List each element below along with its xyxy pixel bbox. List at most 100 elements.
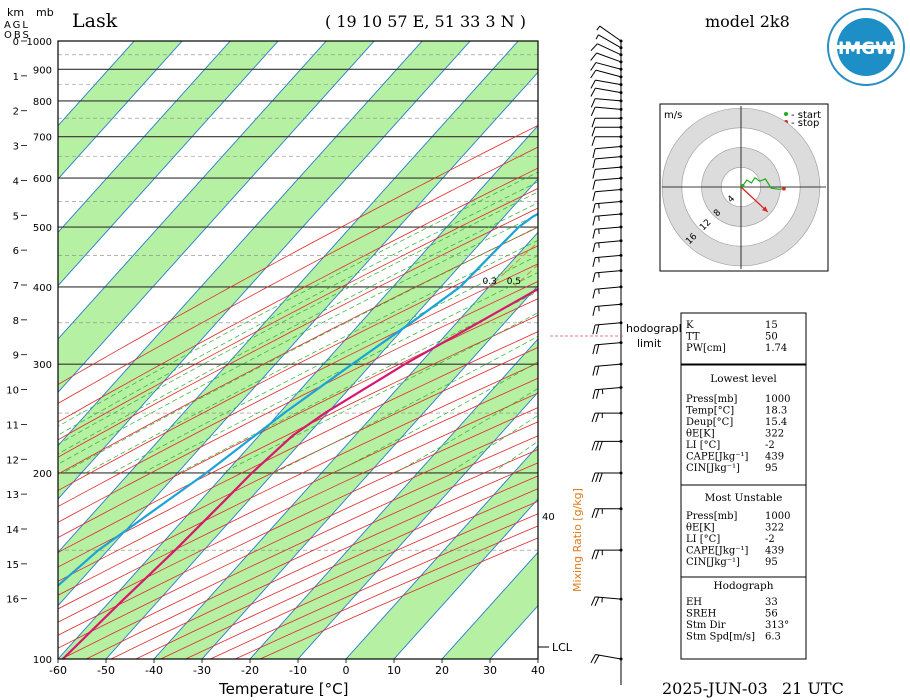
lowest-level-label: CAPE[Jkg⁻¹]: [686, 452, 749, 463]
dry-adiabat: [58, 146, 538, 404]
agl-label: AGL: [4, 20, 30, 31]
wind-barb-flag: [595, 550, 600, 560]
pressure-tick: 700: [33, 133, 52, 144]
wind-barb: [592, 363, 622, 376]
dry-adiabat: [58, 281, 538, 523]
wind-barb: [592, 189, 622, 202]
wind-barb: [591, 117, 621, 128]
valid-time: 21 UTC: [782, 679, 844, 698]
x-tick: -30: [193, 664, 211, 677]
moist-adiabat: [111, 255, 538, 474]
moist-adiabat: [58, 171, 538, 427]
isotherm-line: [249, 338, 538, 659]
isotherm-line: [105, 178, 538, 659]
wind-barb: [595, 34, 622, 49]
lowest-level-value: 95: [765, 463, 778, 474]
legend-start: - start: [791, 110, 821, 121]
indices-top-box: [680, 312, 807, 365]
x-tick: 30: [483, 664, 497, 677]
wind-barb: [591, 412, 621, 423]
obs-label: OBS: [4, 30, 31, 41]
lcl-label: LCL: [552, 641, 573, 654]
hodograph-ring-label: 8: [712, 208, 723, 219]
wind-barb-flag: [596, 365, 600, 376]
lowest-level-value: 18.3: [765, 406, 787, 417]
km-tick: 1: [13, 72, 19, 83]
x-tick: 10: [387, 664, 401, 677]
wind-barb: [592, 213, 622, 226]
mixing-ratio-labels: 0.3 0.5: [482, 277, 521, 287]
isotherm-line: [201, 285, 538, 659]
wind-barb-flag: [595, 472, 600, 483]
hodograph-trace: [742, 176, 784, 190]
dry-adiabat: [58, 347, 538, 582]
wind-barb: [592, 270, 622, 283]
pressure-tick: 100: [33, 655, 52, 666]
lowest-level-label: Temp[°C]: [686, 406, 734, 417]
wind-barb-shaft: [595, 596, 622, 600]
wind-barb-flag: [590, 43, 598, 52]
wind-barb-flag: [598, 441, 603, 451]
wind-barb: [590, 43, 622, 56]
lowest-level-label: LI [°C]: [686, 440, 720, 451]
wind-barb-shaft: [595, 363, 622, 367]
moist-adiabat: [58, 202, 538, 455]
wind-barb: [592, 156, 622, 169]
most-unstable-box: [680, 484, 807, 578]
wind-barb: [591, 126, 621, 137]
storm-motion-arrow: [740, 186, 769, 213]
most-unstable-value: 439: [765, 546, 784, 557]
wind-barb-shaft: [595, 254, 622, 259]
moist-adiabat: [58, 181, 538, 436]
moist-adiabat: [58, 191, 538, 445]
most-unstable-title: Most Unstable: [705, 492, 783, 504]
wind-barb-flag: [595, 412, 600, 423]
wind-barb-flag: [592, 229, 596, 239]
wind-barb-flag: [590, 98, 596, 108]
dry-adiabat: [58, 377, 538, 610]
lowest-level-value: 15.4: [765, 417, 787, 428]
wind-barb-flag: [592, 257, 596, 267]
wind-barb: [590, 87, 622, 97]
hodograph-index-label: SREH: [686, 609, 717, 620]
dry-adiabat: [58, 314, 538, 553]
dry-adiabat: [58, 298, 538, 539]
wind-barb-flag: [592, 272, 596, 283]
isotherm-line: [58, 41, 231, 233]
km-tick: 7: [13, 281, 19, 292]
wind-barb-flag: [592, 366, 596, 376]
lowest-level-title: Lowest level: [710, 373, 777, 385]
wind-barb: [590, 106, 622, 117]
wind-barb-flag: [592, 180, 596, 190]
wind-barb-shaft: [595, 69, 622, 78]
index-top-label: PW[cm]: [686, 343, 726, 354]
wind-barb: [592, 322, 622, 335]
wind-barb-flag: [591, 550, 596, 560]
station-title: Lask: [72, 10, 118, 32]
wind-barb-flag: [595, 441, 600, 451]
km-tick: 0: [13, 37, 19, 48]
wind-barb-flag: [596, 344, 600, 354]
dry-adiabat: [58, 407, 538, 636]
wind-barb-flag: [592, 158, 596, 169]
wind-barb-flag: [591, 472, 596, 483]
wind-barb-flag: [592, 203, 596, 214]
wind-barb-flag: [591, 127, 596, 137]
lowest-level-value: 439: [765, 452, 784, 463]
wind-barb: [590, 79, 622, 89]
pressure-tick: 400: [33, 283, 52, 294]
most-unstable-value: -2: [765, 534, 775, 545]
km-tick: 4: [13, 176, 19, 187]
most-unstable-label: LI [°C]: [686, 534, 720, 545]
moist-adiabats: [58, 171, 538, 474]
wind-barb: [592, 226, 622, 239]
most-unstable-label: CAPE[Jkg⁻¹]: [686, 546, 749, 557]
wind-barb-shaft: [596, 52, 622, 63]
wind-barb-flag: [591, 441, 596, 451]
x-tick: 20: [435, 664, 449, 677]
mixing-ratio-axis-title: Mixing Ratio [g/kg]: [571, 488, 584, 592]
wind-barb-flag: [596, 324, 600, 335]
mixing-ratio-line: [489, 241, 538, 288]
isotherm-line: [58, 41, 375, 393]
